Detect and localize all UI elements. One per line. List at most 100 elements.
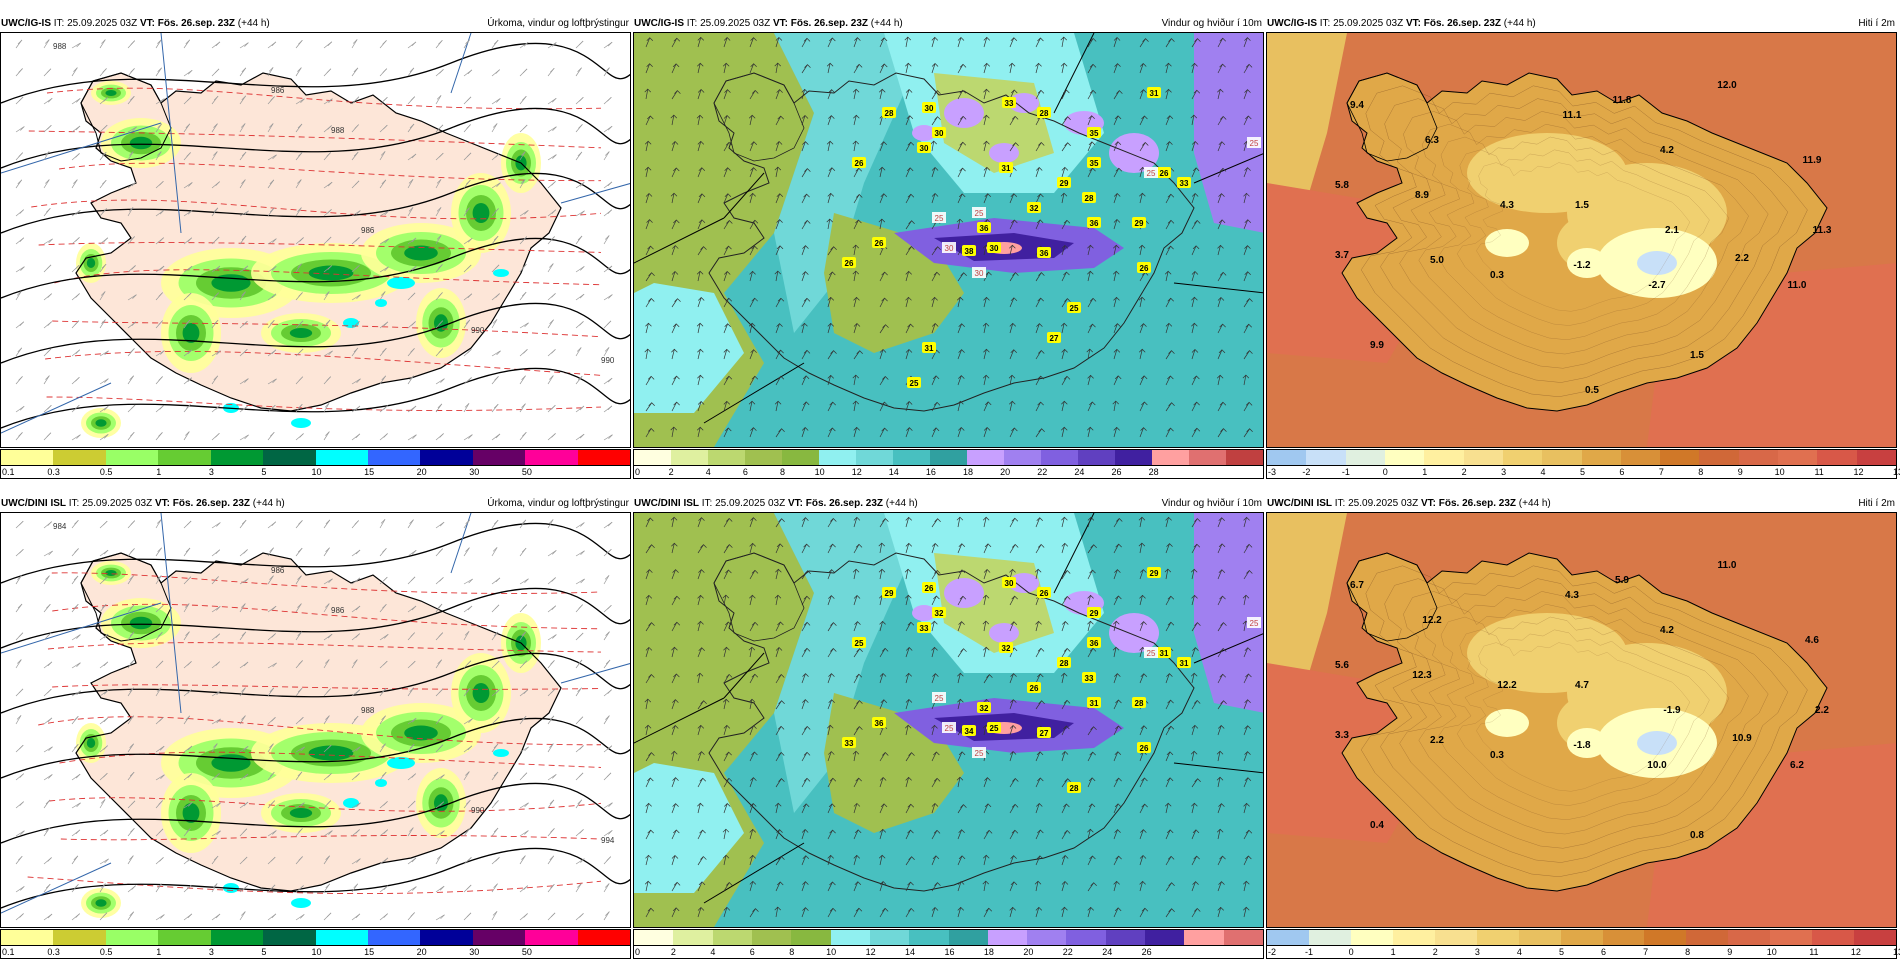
- wind-speed-text: 26: [845, 259, 854, 268]
- colorbar-tick-label: 8: [789, 947, 795, 957]
- panel-run-info: UWC/IG-IS IT: 25.09.2025 03Z VT: Fös. 26…: [634, 16, 903, 32]
- init-time: IT: 25.09.2025 03Z: [1317, 18, 1406, 29]
- valid-time: VT: Fös. 26.sep. 23Z: [1420, 498, 1516, 509]
- forecast-panel-dini-wind: UWC/DINI ISL IT: 25.09.2025 03Z VT: Fös.…: [633, 496, 1264, 961]
- colorbar-labels: -3-2-1012345678910111213: [1266, 466, 1900, 479]
- gust-text: 25: [975, 209, 984, 218]
- isobar-label: 986: [271, 86, 285, 95]
- temperature-label: 11.0: [1788, 280, 1807, 291]
- map-area: 29 26 30 26 33 32 25 32 28 29 29 36 31 26 33 31 32 31 36 33…: [633, 512, 1264, 928]
- temperature-label: 8.9: [1415, 190, 1429, 201]
- colorbar-swatch: [1, 930, 54, 945]
- colorbar-tick-label: 10: [826, 947, 837, 957]
- wind-speed-text: 35: [1090, 159, 1099, 168]
- temperature-label: 0.3: [1490, 270, 1504, 281]
- wind-speed-text: 32: [1030, 204, 1039, 213]
- wind-speed-text: 25: [1070, 304, 1079, 313]
- colorbar-tick-label: 10: [311, 467, 322, 477]
- colorbar-swatch: [1542, 450, 1582, 465]
- temperature-label: 6.7: [1350, 580, 1364, 591]
- colorbar-tick-label: -3: [1268, 467, 1277, 477]
- colorbar-swatch: [263, 930, 316, 945]
- colorbar-tick-label: 16: [944, 947, 955, 957]
- wind-speed-text: 29: [1090, 609, 1099, 618]
- gust-label: 25: [972, 207, 986, 218]
- temperature-label: 9.4: [1350, 100, 1364, 111]
- colorbar-swatch: [1502, 450, 1543, 465]
- wind-speed-text: 33: [1005, 99, 1014, 108]
- init-time: IT: 25.09.2025 03Z: [51, 18, 140, 29]
- wind-speed-label: 29: [1057, 177, 1071, 188]
- colorbar-tick-label: 1: [1422, 467, 1428, 477]
- wind-speed-label: 32: [932, 607, 946, 618]
- valid-time: VT: Fös. 26.sep. 23Z: [772, 18, 868, 29]
- lead-time: (+44 h): [868, 18, 903, 29]
- temperature-label: 0.4: [1370, 820, 1384, 831]
- isobar-label: 990: [601, 356, 615, 365]
- isobar-label: 988: [331, 126, 345, 135]
- colorbar-swatch: [1041, 450, 1078, 465]
- forecast-map: 28 30 33 28 30 30 26 31 29 35 31 35 26 32 28 33 36 36 26 26…: [634, 33, 1263, 447]
- wind-speed-label: 26: [1157, 167, 1171, 178]
- wind-speed-text: 31: [1090, 699, 1099, 708]
- wind-speed-text: 28: [1060, 659, 1069, 668]
- wind-speed-text: 28: [1040, 109, 1049, 118]
- temperature-label: 5.8: [1335, 180, 1349, 191]
- model-name: UWC/DINI ISL: [634, 498, 699, 509]
- temperature-label: 3.3: [1335, 730, 1349, 741]
- colorbar-swatch: [1817, 450, 1857, 465]
- isobar-label: 990: [471, 806, 485, 815]
- colorbar-swatch: [1152, 450, 1189, 465]
- colorbar-swatch: [105, 450, 159, 465]
- colorbar-swatch: [315, 930, 368, 945]
- colorbar-swatch: [893, 450, 930, 465]
- temperature-label: 12.2: [1497, 680, 1517, 691]
- wind-speed-label: 29: [1087, 607, 1101, 618]
- gust-text: 25: [1147, 169, 1156, 178]
- colorbar-tick-label: 30: [469, 467, 480, 477]
- colorbar-tick-label: 8: [779, 467, 785, 477]
- colorbar-tick-label: 4: [1540, 467, 1546, 477]
- colorbar-tick-label: 24: [1102, 947, 1113, 957]
- wind-speed-label: 31: [999, 162, 1013, 173]
- temperature-label: 11.9: [1803, 155, 1822, 166]
- temperature-label: 10.0: [1647, 760, 1667, 771]
- colorbar-swatch: [1004, 450, 1041, 465]
- wind-speed-label: 31: [1087, 697, 1101, 708]
- gust-label: 30: [942, 242, 956, 253]
- colorbar-tick-label: 8: [1685, 947, 1691, 957]
- colorbar-swatch: [634, 450, 671, 465]
- wind-speed-label: 33: [1082, 672, 1096, 683]
- panel-run-info: UWC/DINI ISL IT: 25.09.2025 03Z VT: Fös.…: [1267, 496, 1551, 512]
- colorbar-swatch: [987, 930, 1028, 945]
- colorbar-swatch: [712, 930, 752, 945]
- wind-speed-text: 31: [1002, 164, 1011, 173]
- gust-label: 25: [1144, 647, 1158, 658]
- colorbar-tick-label: 20: [416, 467, 427, 477]
- colorbar-swatch: [634, 930, 674, 945]
- colorbar-swatch: [1463, 450, 1503, 465]
- colorbar-tick-label: 20: [416, 947, 427, 957]
- colorbar-tick-label: 0.1: [2, 947, 15, 957]
- lead-time: (+44 h): [235, 18, 270, 29]
- colorbar: 0.1 0.3 0.5 1 3 5 10 15 20 30 50: [0, 929, 631, 959]
- colorbar-labels: -2-1012345678910111213: [1266, 946, 1900, 959]
- map-area: 984 986 986 988 990 994: [0, 512, 631, 928]
- colorbar: 0 2 4 6 8 10 12 14 16 18 20 22 24 26: [633, 929, 1264, 959]
- wind-speed-text: 36: [980, 224, 989, 233]
- colorbar-tick-label: 20: [1023, 947, 1034, 957]
- forecast-map: 6.7 12.2 4.3 5.9 11.0 5.6 12.3 12.2 4.7 4.2 4.6 3.3…: [1267, 513, 1896, 927]
- colorbar-tick-label: 50: [521, 947, 532, 957]
- init-time: IT: 25.09.2025 03Z: [684, 18, 773, 29]
- wind-speed-label: 25: [852, 637, 866, 648]
- colorbar-swatch: [1308, 930, 1351, 945]
- gust-label: 25: [932, 692, 946, 703]
- wind-speed-text: 31: [1160, 649, 1169, 658]
- colorbar-tick-label: 5: [261, 467, 267, 477]
- forecast-panel-igis-wind: UWC/IG-IS IT: 25.09.2025 03Z VT: Fös. 26…: [633, 16, 1264, 481]
- forecast-map: 988 986 988 986 990 990: [1, 33, 630, 447]
- colorbar-swatch: [210, 450, 264, 465]
- colorbar-tick-label: 0: [1348, 947, 1354, 957]
- valid-time: VT: Fös. 26.sep. 23Z: [787, 498, 883, 509]
- colorbar-tick-label: 7: [1658, 467, 1664, 477]
